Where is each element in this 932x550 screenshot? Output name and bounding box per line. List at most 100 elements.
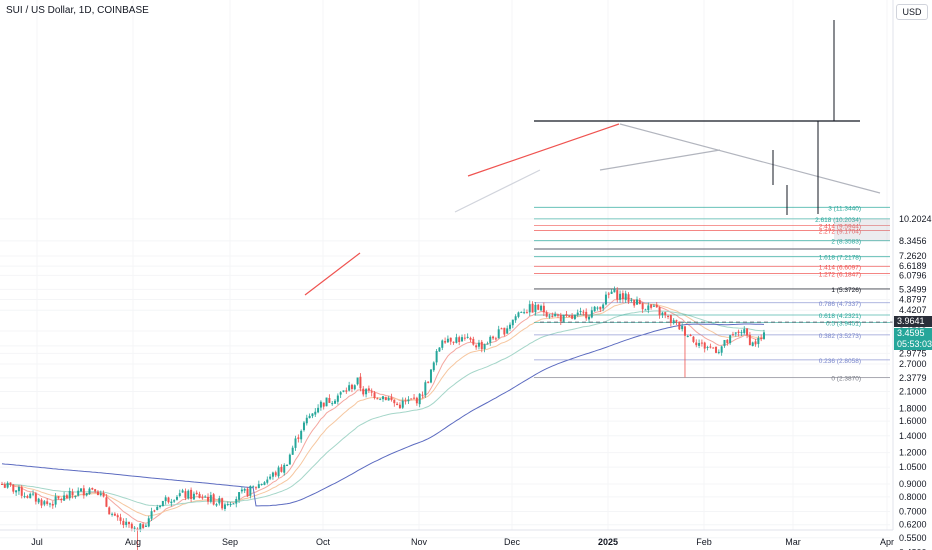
- time-axis: Jul Aug Sep Oct Nov Dec 2025 Feb Mar Apr: [31, 537, 894, 547]
- candle-body: [274, 472, 277, 476]
- candle-body: [534, 304, 537, 313]
- candle-body: [286, 465, 289, 467]
- trendline[interactable]: [304, 252, 361, 296]
- candle-body: [672, 320, 675, 324]
- candle: [610, 288, 613, 294]
- candle-body: [164, 497, 167, 502]
- candle: [698, 339, 701, 349]
- candle: [20, 485, 23, 499]
- trendline[interactable]: [467, 123, 620, 177]
- candle: [3, 482, 6, 489]
- candle-body: [537, 304, 540, 310]
- candle-body: [624, 293, 627, 301]
- candle: [712, 347, 715, 349]
- candle-body: [760, 337, 763, 339]
- candle-body: [373, 392, 376, 399]
- candle-body: [469, 337, 472, 340]
- candle: [720, 345, 723, 356]
- price-tick-label: 0.4800: [899, 548, 927, 550]
- candle: [534, 302, 537, 316]
- candle: [297, 434, 300, 443]
- candle-body: [754, 341, 757, 345]
- candle: [424, 380, 427, 398]
- candle-body: [729, 335, 732, 344]
- candle-body: [667, 315, 670, 317]
- fib-level-label: 2.414 (9.5944): [819, 224, 861, 231]
- candle-body: [703, 342, 706, 349]
- candle: [449, 337, 452, 345]
- candle: [105, 494, 108, 508]
- candle-body: [345, 390, 348, 392]
- candle-body: [111, 513, 114, 515]
- candle-body: [147, 518, 150, 527]
- candle-body: [235, 499, 238, 504]
- trendline[interactable]: [454, 169, 541, 213]
- candle-body: [280, 466, 283, 472]
- candle: [255, 486, 257, 491]
- candle: [218, 495, 221, 506]
- candle: [192, 491, 195, 500]
- candle: [706, 345, 709, 351]
- candle-body: [342, 390, 345, 392]
- candle-body: [576, 312, 579, 315]
- time-tick-label: Mar: [785, 537, 801, 547]
- candle-body: [356, 377, 359, 385]
- candle-body: [300, 430, 303, 440]
- currency-button[interactable]: USD: [896, 4, 928, 20]
- candle-body: [175, 496, 178, 500]
- time-tick-label: Aug: [125, 537, 141, 547]
- candle: [652, 303, 655, 307]
- candle-body: [664, 312, 667, 316]
- trendline[interactable]: [599, 149, 721, 171]
- time-tick-label: Feb: [696, 537, 712, 547]
- fib-level-label: 2 (8.3583): [831, 239, 861, 246]
- candle: [441, 339, 444, 351]
- candle-body: [421, 394, 424, 396]
- candle-body: [178, 493, 181, 496]
- candle: [458, 335, 461, 346]
- candle: [729, 334, 732, 345]
- candle-body: [683, 326, 686, 336]
- price-badge-level: 3.9641: [894, 316, 932, 328]
- candle-body: [204, 496, 207, 498]
- candle: [46, 498, 49, 506]
- candle-body: [593, 306, 596, 312]
- candle: [525, 309, 528, 314]
- candle-body: [717, 351, 720, 353]
- candle-body: [723, 339, 726, 347]
- candle-body: [153, 510, 156, 512]
- candle: [596, 306, 599, 311]
- candle-body: [503, 327, 506, 335]
- candle: [475, 344, 478, 350]
- trendline[interactable]: [619, 123, 881, 194]
- candle-body: [435, 351, 438, 363]
- candle-body: [32, 493, 35, 495]
- candle: [382, 395, 384, 402]
- candle: [170, 498, 173, 507]
- fib-level-label: 1 (5.3726): [831, 287, 861, 294]
- candle: [540, 304, 543, 312]
- candle-body: [573, 314, 576, 320]
- candle-body: [675, 320, 678, 322]
- candle-body: [260, 484, 263, 486]
- candle: [404, 397, 407, 405]
- candle: [427, 381, 430, 384]
- candle: [616, 287, 619, 303]
- candle: [562, 314, 565, 322]
- fib-level-label: 0.5 (3.9451): [826, 321, 861, 328]
- candle: [51, 501, 54, 509]
- candle-body: [396, 403, 399, 406]
- candle-body: [748, 334, 751, 346]
- candle-body: [393, 399, 396, 404]
- candle: [390, 393, 393, 402]
- candle: [133, 525, 136, 532]
- candle-body: [353, 385, 356, 390]
- price-tick-label: 1.6000: [899, 416, 927, 426]
- candle: [556, 313, 559, 318]
- candle-body: [731, 334, 734, 336]
- candle-body: [150, 511, 153, 519]
- candle-body: [636, 299, 638, 305]
- candle: [63, 491, 66, 501]
- candle-body: [655, 304, 658, 308]
